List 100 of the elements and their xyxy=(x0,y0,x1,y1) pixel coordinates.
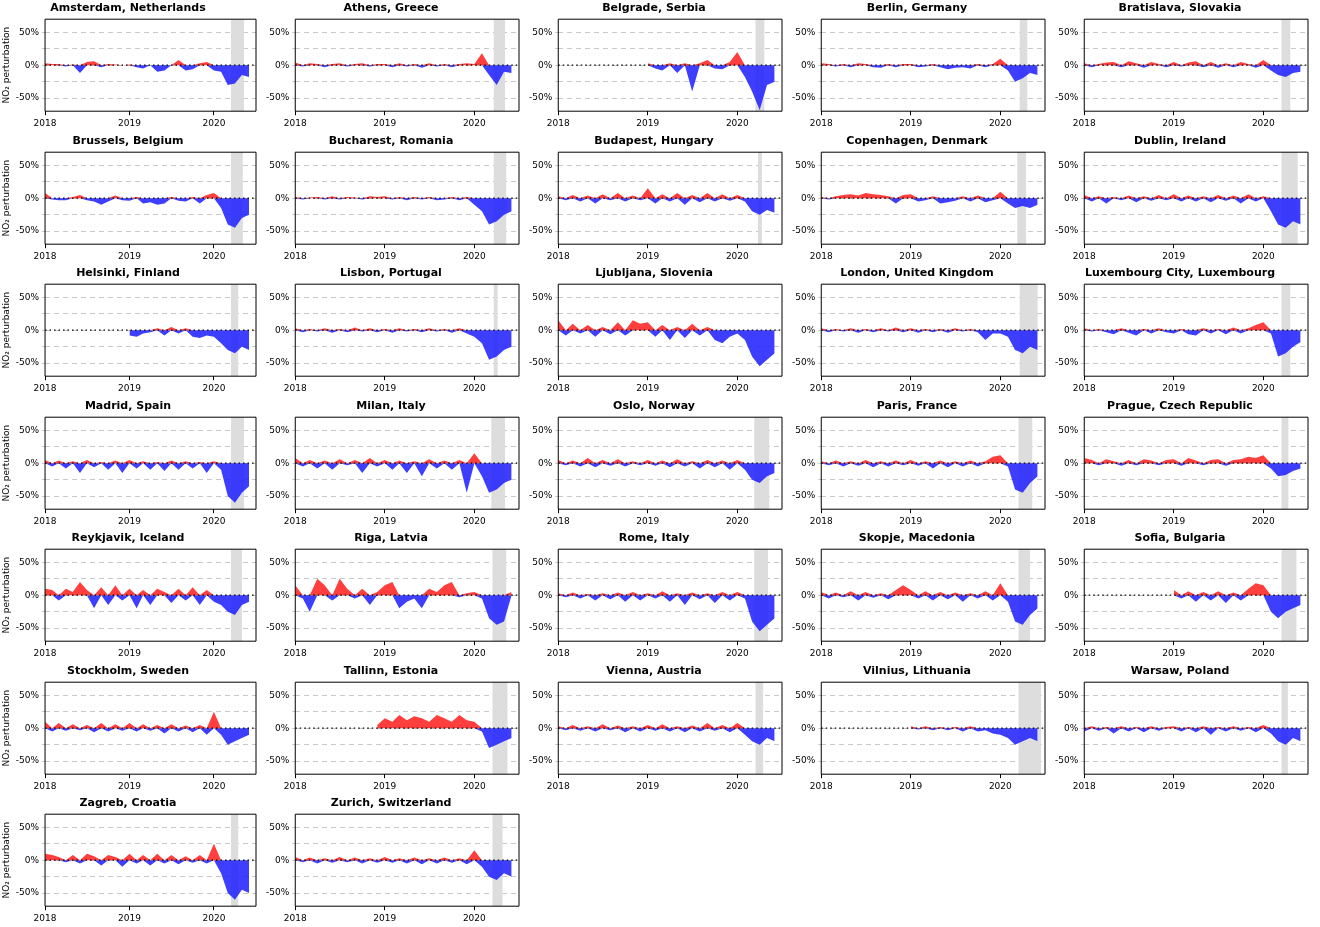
y-axis-title: NO₂ perturbation xyxy=(0,556,11,634)
y-tick-label: 50% xyxy=(1058,689,1079,700)
x-tick-label: 2020 xyxy=(725,780,750,791)
y-tick-label: -50% xyxy=(15,224,40,235)
x-tick-label: 2018 xyxy=(1072,382,1096,393)
y-tick-label: 0% xyxy=(1063,457,1079,468)
x-tick-label: 2020 xyxy=(202,780,226,791)
x-tick-label: 2019 xyxy=(373,780,397,791)
chart-title: Budapest, Hungary xyxy=(594,133,714,147)
y-tick-label: 0% xyxy=(274,324,290,335)
chart-title: London, United Kingdom xyxy=(840,266,994,280)
y-tick-label: -50% xyxy=(15,754,40,765)
x-tick-label: 2020 xyxy=(1251,117,1276,128)
x-tick-label: 2018 xyxy=(33,647,57,658)
x-tick-label: 2019 xyxy=(118,250,142,261)
x-tick-label: 2018 xyxy=(546,647,570,658)
x-tick-label: 2018 xyxy=(809,515,833,526)
x-tick-label: 2020 xyxy=(988,515,1013,526)
y-tick-label: 0% xyxy=(537,457,553,468)
y-tick-label: 0% xyxy=(800,457,816,468)
y-tick-label: 0% xyxy=(1063,324,1079,335)
x-tick-label: 2019 xyxy=(118,647,142,658)
y-tick-label: -50% xyxy=(1054,754,1079,765)
y-axis-title: NO₂ perturbation xyxy=(0,689,11,767)
x-tick-label: 2019 xyxy=(1162,780,1186,791)
x-tick-label: 2019 xyxy=(373,647,397,658)
x-tick-label: 2020 xyxy=(988,117,1013,128)
x-tick-label: 2018 xyxy=(33,780,57,791)
chart-title: Bratislava, Slovakia xyxy=(1118,1,1242,15)
y-tick-label: 50% xyxy=(532,291,553,302)
x-tick-label: 2018 xyxy=(283,780,307,791)
x-tick-label: 2019 xyxy=(636,515,660,526)
chart-title: Luxembourg City, Luxembourg xyxy=(1084,266,1276,280)
x-tick-label: 2018 xyxy=(546,515,570,526)
y-tick-label: 50% xyxy=(795,424,816,435)
chart-title: Vilnius, Lithuania xyxy=(863,663,971,677)
chart-title: Reykjavik, Iceland xyxy=(71,531,185,545)
y-tick-label: -50% xyxy=(15,357,40,368)
x-tick-label: 2020 xyxy=(725,250,750,261)
y-tick-label: 0% xyxy=(1063,589,1079,600)
y-tick-label: 50% xyxy=(269,159,290,170)
y-tick-label: 50% xyxy=(795,26,816,37)
y-tick-label: 50% xyxy=(269,821,290,832)
x-tick-label: 2020 xyxy=(725,117,750,128)
y-tick-label: 50% xyxy=(19,159,40,170)
x-tick-label: 2019 xyxy=(1162,382,1186,393)
y-tick-label: -50% xyxy=(265,357,290,368)
y-tick-label: 0% xyxy=(24,457,40,468)
x-tick-label: 2018 xyxy=(283,912,307,923)
x-tick-label: 2019 xyxy=(118,117,142,128)
y-tick-label: -50% xyxy=(15,92,40,103)
chart-title: Paris, France xyxy=(876,398,958,412)
chart-title: Stockholm, Sweden xyxy=(67,663,189,677)
chart-title: Lisbon, Portugal xyxy=(340,266,442,280)
chart-title: Belgrade, Serbia xyxy=(602,1,706,15)
x-tick-label: 2020 xyxy=(988,382,1013,393)
y-tick-label: 50% xyxy=(19,556,40,567)
x-tick-label: 2019 xyxy=(1162,515,1186,526)
x-tick-label: 2018 xyxy=(546,780,570,791)
x-tick-label: 2020 xyxy=(988,647,1013,658)
x-tick-label: 2020 xyxy=(462,912,487,923)
y-tick-label: -50% xyxy=(1054,622,1079,633)
y-tick-label: 0% xyxy=(274,59,290,70)
chart-title: Bucharest, Romania xyxy=(328,133,454,147)
x-tick-label: 2020 xyxy=(1251,780,1276,791)
chart-title: Zagreb, Croatia xyxy=(79,796,177,810)
x-tick-label: 2020 xyxy=(1251,250,1276,261)
x-tick-label: 2019 xyxy=(636,117,660,128)
y-tick-label: 50% xyxy=(795,159,816,170)
y-tick-label: -50% xyxy=(528,357,553,368)
x-tick-label: 2019 xyxy=(118,912,142,923)
chart-title: Warsaw, Poland xyxy=(1130,663,1230,677)
y-tick-label: -50% xyxy=(1054,489,1079,500)
y-tick-label: -50% xyxy=(1054,357,1079,368)
x-tick-label: 2018 xyxy=(809,117,833,128)
x-tick-label: 2019 xyxy=(373,912,397,923)
y-tick-label: 0% xyxy=(800,192,816,203)
chart-title: Tallinn, Estonia xyxy=(343,663,439,677)
y-tick-label: 50% xyxy=(19,26,40,37)
y-tick-label: 50% xyxy=(532,424,553,435)
y-tick-label: -50% xyxy=(791,754,816,765)
y-tick-label: -50% xyxy=(1054,92,1079,103)
y-tick-label: 0% xyxy=(800,59,816,70)
chart-title: Ljubljana, Slovenia xyxy=(595,266,713,280)
x-tick-label: 2020 xyxy=(725,647,750,658)
y-tick-label: -50% xyxy=(1054,224,1079,235)
chart-title: Brussels, Belgium xyxy=(72,133,184,147)
x-tick-label: 2020 xyxy=(462,515,487,526)
chart-title: Riga, Latvia xyxy=(354,531,428,545)
y-tick-label: 50% xyxy=(532,556,553,567)
x-tick-label: 2018 xyxy=(33,515,57,526)
chart-title: Milan, Italy xyxy=(356,398,426,412)
y-tick-label: 50% xyxy=(532,26,553,37)
y-tick-label: -50% xyxy=(265,887,290,898)
y-tick-label: 50% xyxy=(19,821,40,832)
y-tick-label: -50% xyxy=(265,92,290,103)
x-tick-label: 2020 xyxy=(202,382,226,393)
x-tick-label: 2019 xyxy=(373,515,397,526)
x-tick-label: 2019 xyxy=(899,515,923,526)
y-tick-label: 0% xyxy=(274,589,290,600)
